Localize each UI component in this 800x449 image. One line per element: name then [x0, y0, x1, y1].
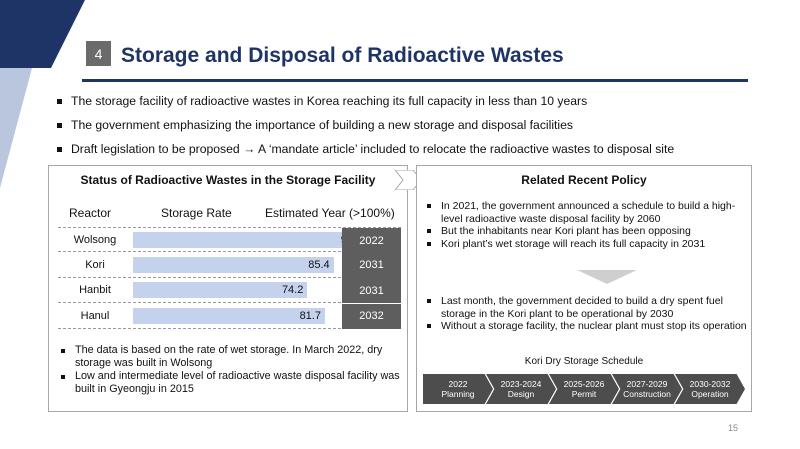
schedule-year: 2030-2032	[689, 379, 731, 389]
reactor-name: Wolsong	[73, 234, 117, 246]
bullet-text: Draft legislation to be proposed → A ‘ma…	[71, 142, 675, 156]
bullet-square-icon	[57, 147, 62, 152]
note-item: Low and intermediate level of radioactiv…	[61, 370, 406, 396]
header-storage-rate: Storage Rate	[161, 206, 232, 220]
estimated-year-cell: 2031	[342, 278, 401, 303]
schedule-title: Kori Dry Storage Schedule	[524, 356, 644, 367]
storage-rate-label: 74.2	[281, 284, 304, 296]
schedule-timeline: 2022 Planning 2023-2024 Design 2025-2026…	[423, 374, 747, 404]
storage-rate-bar	[133, 282, 308, 298]
schedule-year: 2027-2029	[626, 379, 668, 389]
storage-rate-bar	[133, 232, 367, 248]
policy-text: In 2021, the government announced a sche…	[441, 200, 736, 225]
schedule-step-design: 2023-2024 Design	[486, 374, 556, 404]
status-panel-title: Status of Radioactive Wastes in the Stor…	[80, 173, 376, 187]
bullet-square-icon	[427, 229, 431, 233]
reactor-name: Hanbit	[79, 284, 111, 296]
policy-panel: Related Recent Policy In 2021, the gover…	[416, 165, 752, 412]
schedule-phase: Construction	[623, 389, 671, 399]
status-notes: The data is based on the rate of wet sto…	[61, 344, 406, 396]
policy-group-1: In 2021, the government announced a sche…	[427, 200, 747, 250]
page-title: Storage and Disposal of Radioactive Wast…	[121, 44, 564, 67]
schedule-step-permit: 2025-2026 Permit	[549, 374, 619, 404]
estimated-year-cell: 2022	[342, 228, 401, 253]
bullet-item: The government emphasizing the importanc…	[57, 117, 757, 133]
reactor-name: Hanul	[80, 309, 110, 322]
bullet-square-icon	[427, 241, 431, 246]
arrow-right-icon	[395, 170, 421, 190]
corner-decoration-dark	[0, 0, 85, 68]
table-row: Wolsong 99.22022	[58, 227, 401, 253]
estimated-year-cell: 2031	[342, 252, 401, 278]
storage-rate-label: 85.4	[308, 258, 330, 271]
table-row: Kori 85.4 2031	[58, 252, 401, 278]
policy-text: Kori plant’s wet storage will reach its …	[441, 237, 706, 250]
policy-text: But the inhabitants near Kori plant has …	[441, 225, 691, 237]
bullet-square-icon	[427, 299, 431, 303]
bullet-item: Draft legislation to be proposed → A ‘ma…	[57, 141, 757, 157]
reactor-name: Kori	[85, 258, 105, 271]
estimated-year-cell: 2032	[342, 303, 401, 329]
schedule-year: 2022	[448, 379, 468, 389]
schedule-phase: Operation	[691, 389, 729, 399]
section-number: 4	[86, 41, 111, 66]
storage-rate-bar	[133, 256, 334, 273]
policy-item: Without a storage facility, the nuclear …	[427, 320, 747, 333]
schedule-phase: Permit	[571, 389, 597, 399]
table-row: Hanul 81.7 2032	[58, 303, 401, 329]
policy-text: Without a storage facility, the nuclear …	[441, 320, 747, 332]
bullet-text: The government emphasizing the importanc…	[71, 118, 574, 132]
bullet-square-icon	[61, 349, 65, 353]
policy-item: Last month, the government decided to bu…	[427, 295, 747, 320]
storage-rate-label: 81.7	[299, 309, 321, 322]
policy-item: Kori plant’s wet storage will reach its …	[427, 238, 747, 251]
bullet-square-icon	[57, 99, 62, 104]
status-panel: Status of Radioactive Wastes in the Stor…	[48, 165, 408, 412]
schedule-phase: Planning	[441, 389, 475, 399]
table-row: Hanbit 74.2 2031	[58, 278, 401, 303]
schedule-year: 2023-2024	[500, 379, 542, 389]
intro-bullets: The storage facility of radioactive wast…	[57, 93, 757, 165]
bullet-item: The storage facility of radioactive wast…	[57, 93, 757, 109]
header-estimated-year: Estimated Year (>100%)	[265, 206, 395, 220]
policy-group-2: Last month, the government decided to bu…	[427, 295, 747, 333]
policy-item: In 2021, the government announced a sche…	[427, 200, 747, 225]
schedule-step-planning: 2022 Planning	[423, 374, 493, 404]
policy-text: Last month, the government decided to bu…	[441, 295, 723, 320]
chevron-down-icon	[577, 270, 637, 284]
note-item: The data is based on the rate of wet sto…	[61, 344, 406, 370]
schedule-step-operation: 2030-2032 Operation	[675, 374, 745, 404]
bullet-square-icon	[61, 375, 65, 379]
note-text: The data is based on the rate of wet sto…	[75, 344, 383, 369]
title-divider	[82, 79, 748, 82]
bullet-square-icon	[427, 324, 431, 328]
storage-rate-bar	[133, 307, 325, 324]
header-reactor: Reactor	[69, 206, 112, 220]
bullet-text: The storage facility of radioactive wast…	[71, 94, 588, 108]
schedule-step-construction: 2027-2029 Construction	[612, 374, 682, 404]
note-text: Low and intermediate level of radioactiv…	[75, 370, 400, 395]
bullet-square-icon	[427, 204, 431, 208]
schedule-phase: Design	[507, 389, 535, 399]
storage-rate-label: 99.2	[133, 232, 362, 248]
schedule-year: 2025-2026	[563, 379, 605, 389]
page-number: 15	[728, 423, 739, 433]
policy-panel-title: Related Recent Policy	[521, 173, 647, 187]
policy-item: But the inhabitants near Kori plant has …	[427, 225, 747, 238]
corner-decoration-light	[0, 68, 32, 188]
bullet-square-icon	[57, 123, 62, 128]
